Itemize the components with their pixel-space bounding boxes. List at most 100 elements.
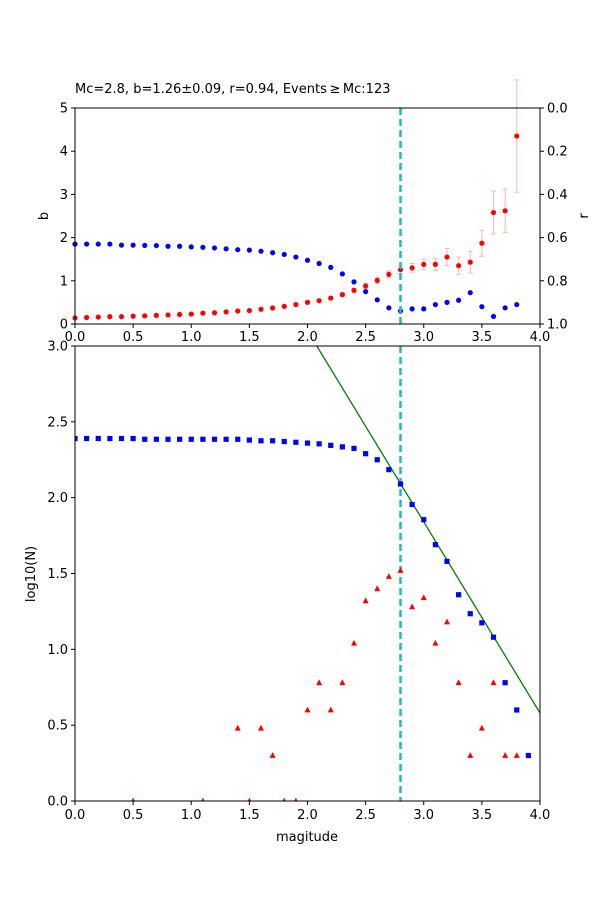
bottom-plot-area: 0.0 0.5 1.0 1.5 2.0 2.5 3.0 3.5 4.0 0.0 0.5 1.0 1.5 2… [47,340,550,824]
r-value-point [421,306,427,312]
incremental-count-point [432,639,439,646]
cumulative-count-point [270,438,276,444]
b-value-point [188,311,194,317]
b-value-point [490,209,497,216]
top-y-tick-label: 3 [60,188,68,203]
cumulative-count-point [328,442,334,448]
b-value-point [165,312,171,318]
bottom-x-tick-label: 0.0 [65,808,86,823]
incremental-count-point [269,752,276,758]
r-value-point [386,305,392,311]
b-value-point [363,283,369,289]
incremental-count-point [282,797,287,801]
r-value-point [107,241,113,247]
bottom-x-tick-label: 2.0 [297,808,318,823]
cumulative-count-point [118,435,125,442]
b-value-point [397,266,404,273]
r-value-point [211,245,218,251]
b-value-point [316,298,322,304]
b-value-point [421,261,427,267]
top-x-tick-label: 1.5 [239,330,260,345]
bottom-x-tick-label: 0.5 [123,808,144,823]
cumulative-count-point [432,542,438,548]
r-value-point [409,306,415,312]
incremental-count-point [327,706,334,713]
cumulative-count-point [351,445,357,451]
gr-fit-line [316,346,540,714]
top-x-tick-label: 1.0 [181,330,202,345]
r-value-point [130,242,136,248]
bottom-x-tick-label: 3.0 [413,808,434,823]
cumulative-count-point [75,435,78,442]
r-value-point [363,289,369,295]
incremental-count-point [294,797,298,801]
top-y-tick-label: 4 [60,145,68,160]
top-y2-tick-label: 0.8 [547,274,568,289]
incremental-count-point [304,706,311,713]
bottom-x-axis-label: magitude [276,830,338,845]
bottom-x-tick-label: 2.5 [355,808,376,823]
b-value-point [328,295,334,301]
cumulative-count-point [293,439,299,445]
r-value-point [223,246,229,252]
cumulative-count-point [281,438,287,445]
bottom-y-tick-label: 2.5 [47,415,68,430]
top-x-tick-label: 0.0 [65,330,86,345]
r-value-point [502,305,508,311]
incremental-count-point [247,797,252,801]
cumulative-count-point [304,440,311,446]
r-value-point [235,247,241,253]
b-value-point [270,305,276,311]
r-value-point [479,304,485,310]
cumulative-count-point [95,435,101,442]
top-x-tick-label: 3.0 [413,330,434,345]
r-value-point [153,242,159,249]
b-value-point [281,303,287,309]
bottom-y-tick-label: 0.5 [47,719,68,734]
cumulative-count-point [397,481,404,487]
bottom-y-axis-label: log10(N) [24,546,39,602]
top-y2-tick-label: 0.2 [547,145,568,160]
cumulative-count-point [142,436,148,442]
incremental-count-point [339,679,346,686]
bottom-x-tick-label: 1.5 [239,808,260,823]
incremental-count-point [409,603,416,610]
b-value-point [223,309,229,315]
cumulative-count-point [188,436,194,442]
b-value-point [351,287,357,293]
top-y2-tick-label: 0.0 [547,102,568,117]
incremental-count-point [316,679,323,686]
b-value-point [409,265,415,271]
r-value-point [293,254,299,260]
incremental-count-point [478,724,485,731]
r-value-point [374,297,380,303]
top-y2-tick-label: 0.4 [547,188,568,203]
cumulative-count-point [200,436,206,442]
incremental-count-point [234,724,241,731]
r-value-point [258,248,264,254]
top-chart-title: Mc=2.8, b=1.26±0.09, r=0.94, Events ≥ Mc… [75,82,391,97]
incremental-count-point [351,639,357,646]
cumulative-count-point [258,438,264,444]
b-value-point [339,292,345,298]
cumulative-count-point [107,435,113,442]
cumulative-count-point [177,436,183,442]
top-x-tick-label: 0.5 [123,330,144,345]
incremental-count-point [397,567,404,573]
cumulative-count-point [514,707,520,713]
b-value-point [118,314,125,320]
b-value-point [235,308,241,314]
top-y2-axis-label: r [577,213,592,219]
cumulative-count-point [409,501,415,508]
r-value-point [142,242,148,248]
top-x-tick-label: 3.5 [472,330,493,345]
bottom-y-tick-label: 0.0 [47,795,68,810]
top-y-tick-label: 2 [60,231,68,246]
incremental-count-point [455,679,462,686]
bottom-x-tick-label: 4.0 [530,808,551,823]
cumulative-count-point [153,436,159,442]
top-y-tick-label: 0 [60,318,68,333]
incremental-count-point [467,752,474,758]
bottom-y-tick-label: 3.0 [47,340,68,355]
